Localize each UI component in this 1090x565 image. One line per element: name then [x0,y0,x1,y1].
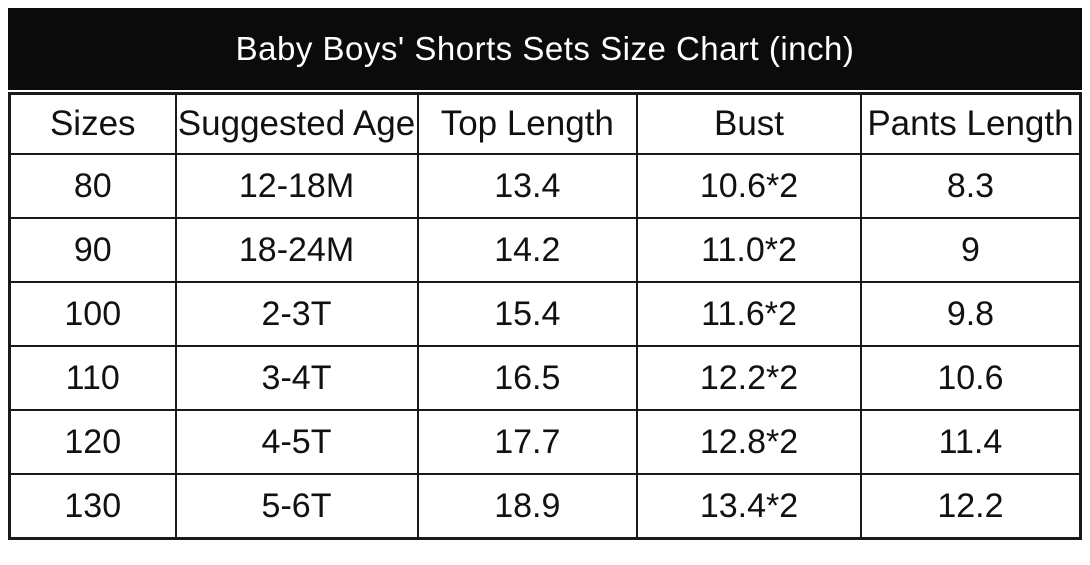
table-row: 80 12-18M 13.4 10.6*2 8.3 [8,153,1082,219]
table-row: 100 2-3T 15.4 11.6*2 9.8 [8,281,1082,347]
cell-pants-length: 9 [859,217,1082,283]
cell-bust: 12.8*2 [636,409,862,475]
size-chart: Baby Boys' Shorts Sets Size Chart (inch)… [8,8,1082,540]
cell-bust: 13.4*2 [636,473,862,540]
cell-pants-length: 12.2 [859,473,1082,540]
cell-suggested-age: 3-4T [174,345,419,411]
cell-suggested-age: 4-5T [174,409,419,475]
size-chart-table: Sizes Suggested Age Top Length Bust Pant… [8,92,1082,540]
cell-suggested-age: 18-24M [174,217,419,283]
cell-top-length: 16.5 [416,345,639,411]
cell-suggested-age: 5-6T [174,473,419,540]
cell-size: 120 [8,409,177,475]
column-header-bust: Bust [636,92,862,155]
table-row: 120 4-5T 17.7 12.8*2 11.4 [8,409,1082,475]
cell-size: 110 [8,345,177,411]
cell-suggested-age: 12-18M [174,153,419,219]
cell-top-length: 14.2 [416,217,639,283]
cell-pants-length: 9.8 [859,281,1082,347]
cell-size: 80 [8,153,177,219]
cell-bust: 10.6*2 [636,153,862,219]
cell-size: 90 [8,217,177,283]
cell-top-length: 17.7 [416,409,639,475]
column-header-sizes: Sizes [8,92,177,155]
cell-bust: 11.0*2 [636,217,862,283]
table-row: 90 18-24M 14.2 11.0*2 9 [8,217,1082,283]
cell-bust: 11.6*2 [636,281,862,347]
column-header-top-length: Top Length [416,92,639,155]
cell-pants-length: 10.6 [859,345,1082,411]
header-row: Sizes Suggested Age Top Length Bust Pant… [8,92,1082,155]
cell-top-length: 18.9 [416,473,639,540]
table-row: 110 3-4T 16.5 12.2*2 10.6 [8,345,1082,411]
cell-top-length: 13.4 [416,153,639,219]
cell-size: 100 [8,281,177,347]
cell-top-length: 15.4 [416,281,639,347]
title-bar: Baby Boys' Shorts Sets Size Chart (inch) [8,8,1082,90]
cell-size: 130 [8,473,177,540]
column-header-suggested-age: Suggested Age [174,92,419,155]
cell-bust: 12.2*2 [636,345,862,411]
cell-suggested-age: 2-3T [174,281,419,347]
cell-pants-length: 8.3 [859,153,1082,219]
column-header-pants-length: Pants Length [859,92,1082,155]
cell-pants-length: 11.4 [859,409,1082,475]
table-row: 130 5-6T 18.9 13.4*2 12.2 [8,473,1082,540]
chart-title: Baby Boys' Shorts Sets Size Chart (inch) [235,30,855,67]
